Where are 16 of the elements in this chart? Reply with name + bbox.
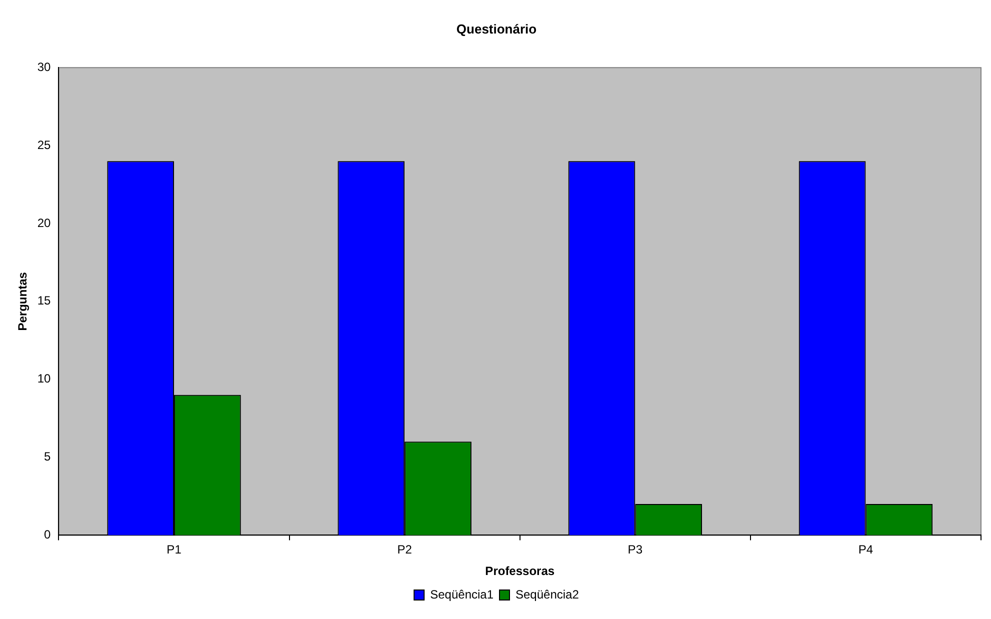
x-tick-label: P3 (628, 542, 643, 557)
x-tick-label: P2 (397, 542, 412, 557)
y-tick-label: 10 (37, 372, 52, 386)
y-tick-label: 25 (37, 138, 52, 152)
y-tick-label: 15 (37, 294, 52, 308)
legend-label: Seqüência2 (516, 587, 580, 602)
x-tick-label: P1 (166, 542, 182, 557)
x-axis-title: Professoras (485, 564, 555, 578)
y-tick-label: 30 (37, 60, 52, 74)
y-tick-label: 20 (37, 216, 52, 230)
y-axis-title: Perguntas (16, 272, 30, 331)
y-tick-label: 0 (44, 528, 52, 542)
y-tick-label: 5 (44, 450, 52, 464)
legend-label: Seqüência1 (430, 587, 494, 602)
x-tick-label: P4 (858, 542, 874, 557)
chart-title: Questionário (456, 21, 537, 36)
